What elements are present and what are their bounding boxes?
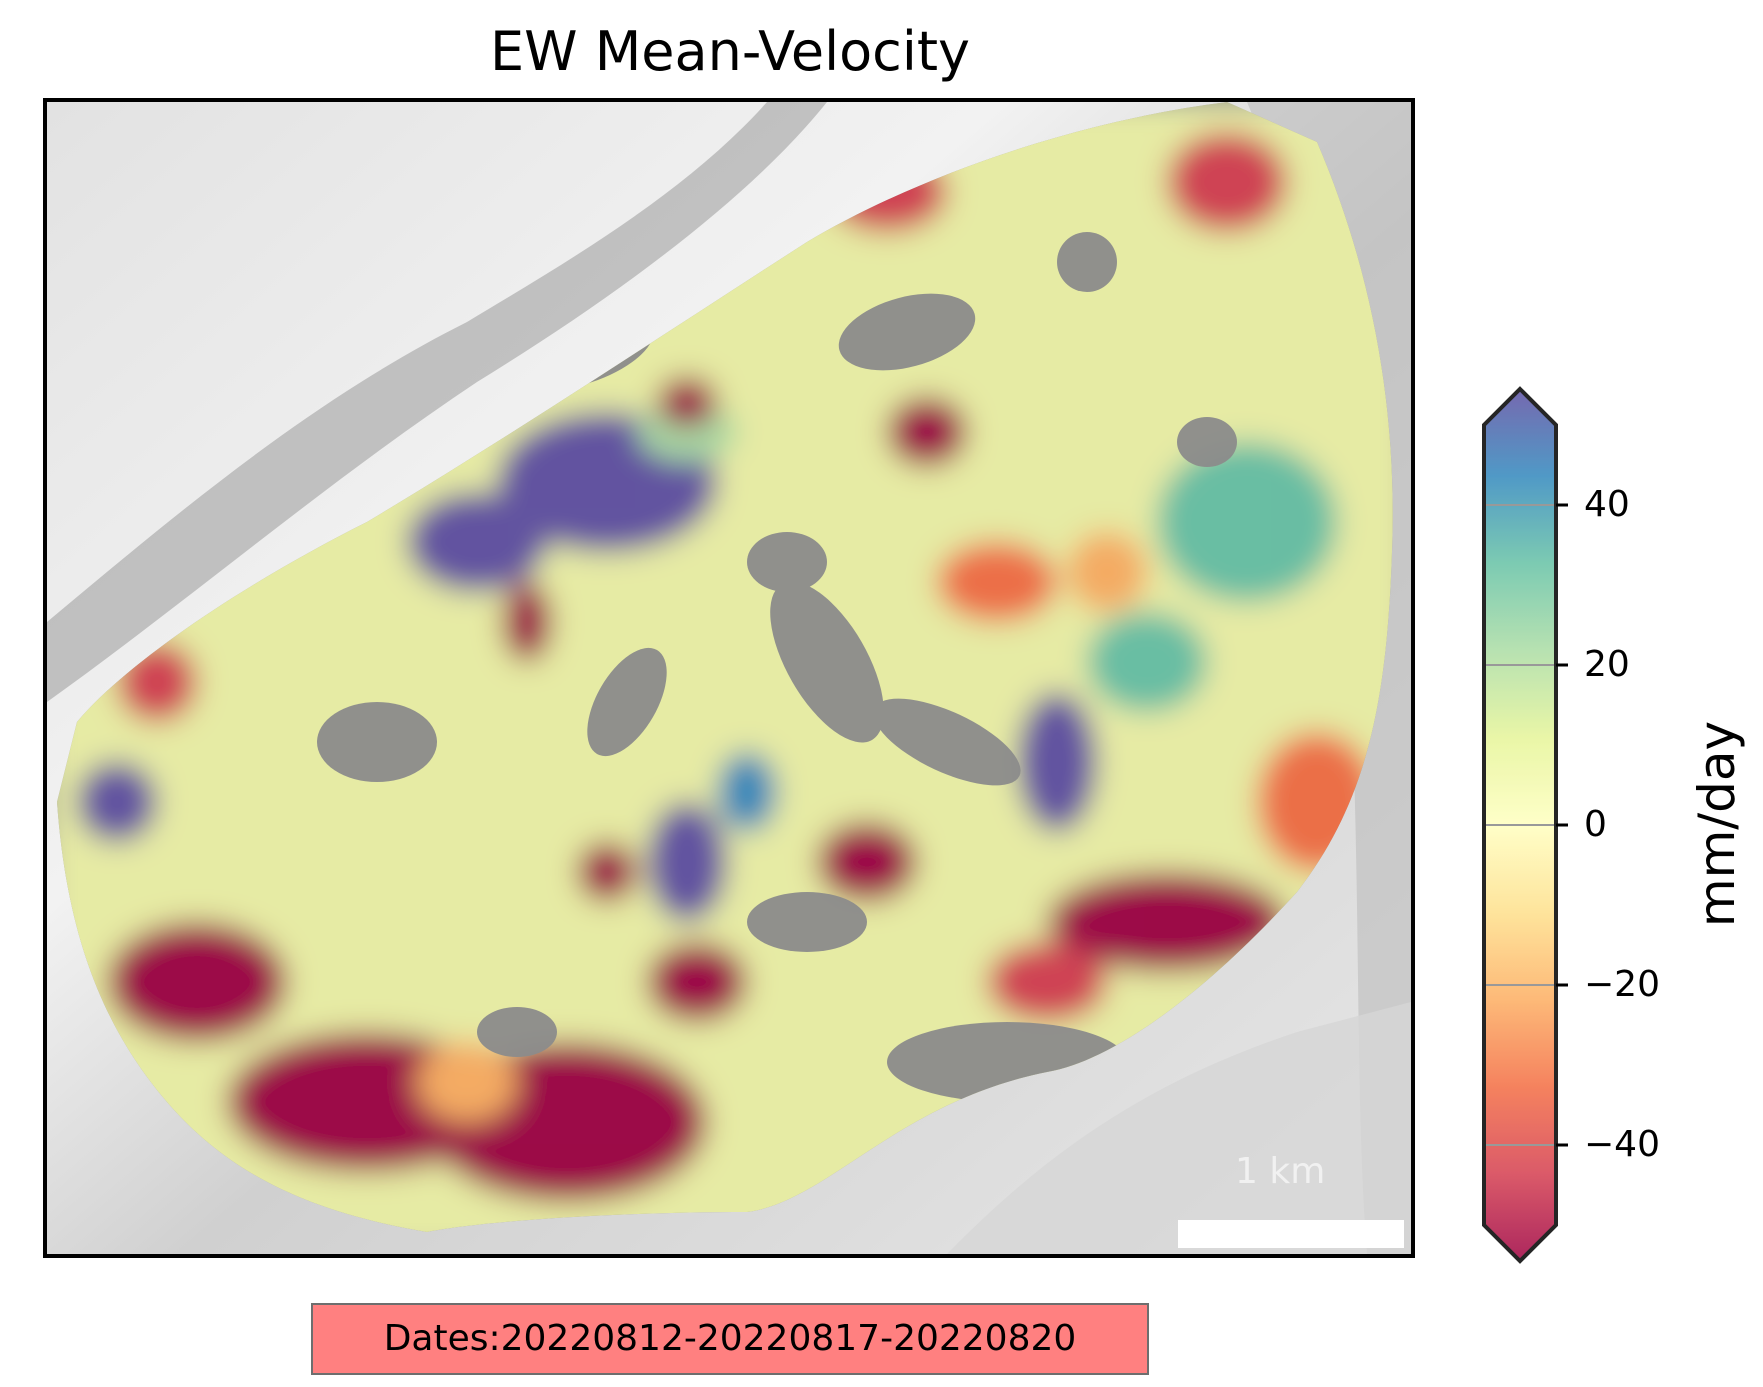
- scalebar: [1178, 1220, 1404, 1248]
- colorbar: [1482, 386, 1560, 1264]
- colorbar-tick-neg40: −40: [1584, 1124, 1660, 1165]
- colorbar-tick-20: 20: [1584, 644, 1630, 685]
- colorbar-tick-lines: [1486, 504, 1554, 1146]
- colorbar-label: mm/day: [1688, 720, 1746, 928]
- colorbar-tick-neg20: −20: [1584, 964, 1660, 1005]
- figure-title: EW Mean-Velocity: [490, 20, 970, 83]
- velocity-map: [43, 98, 1415, 1258]
- dates-box: Dates:20220812-20220817-20220820: [311, 1303, 1149, 1375]
- colorbar-tick-0: 0: [1584, 804, 1607, 845]
- colorbar-tick-40: 40: [1584, 484, 1630, 525]
- scalebar-label: 1 km: [1235, 1151, 1326, 1192]
